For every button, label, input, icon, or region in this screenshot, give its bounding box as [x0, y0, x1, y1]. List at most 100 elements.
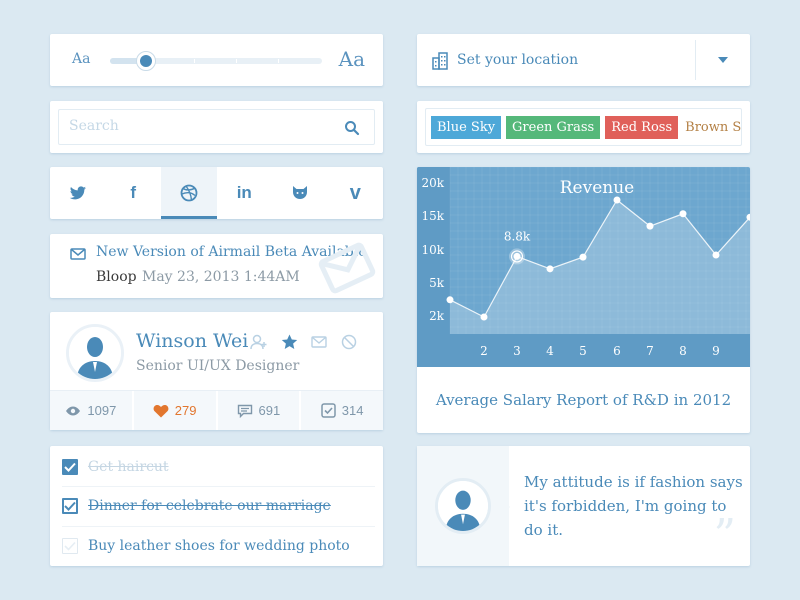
- tag-chip[interactable]: Red Ross: [605, 115, 679, 139]
- x-tick-label: 2: [480, 344, 488, 358]
- data-point: [579, 253, 587, 261]
- block-button[interactable]: [338, 333, 360, 351]
- search-icon[interactable]: [344, 120, 360, 136]
- checkbox-icon: [321, 403, 336, 418]
- social-bar: f in v: [50, 167, 383, 219]
- highlight-ring: [510, 250, 524, 263]
- large-text-label: Aa: [338, 47, 365, 71]
- profile-actions: [248, 333, 360, 351]
- mail-date: May 23, 2013 1:44AM: [142, 269, 300, 285]
- views-count: 1097: [87, 403, 117, 418]
- block-icon: [341, 334, 357, 350]
- dribbble-icon: [180, 184, 198, 202]
- slider-fill: [110, 58, 147, 64]
- tag-chip[interactable]: Blue Sky: [431, 115, 502, 139]
- tag-input-card: Blue Sky Green Grass Red Ross Brown Sh: [417, 101, 750, 153]
- user-silhouette-icon: [438, 481, 488, 531]
- envelope-icon: [311, 336, 327, 348]
- comments-stat[interactable]: 691: [218, 391, 302, 430]
- mail-notification[interactable]: New Version of Airmail Beta Available Bl…: [50, 234, 383, 298]
- x-tick-label: 5: [579, 344, 587, 358]
- data-point: [480, 313, 488, 321]
- checkbox-unchecked[interactable]: [62, 537, 78, 554]
- divider: [695, 40, 696, 80]
- slider-tick: [236, 59, 237, 63]
- data-point: [746, 213, 750, 221]
- tasks-stat[interactable]: 314: [301, 391, 383, 430]
- envelope-icon: [70, 248, 86, 260]
- heart-icon: [153, 404, 169, 417]
- checkmark-icon: [64, 501, 76, 511]
- profile-card: Winson Wei Senior UI/UX Designer: [50, 312, 383, 430]
- vimeo-icon: v: [349, 181, 361, 204]
- tag-chip[interactable]: Green Grass: [506, 115, 601, 139]
- location-select[interactable]: Set your location: [417, 34, 750, 86]
- eye-icon: [66, 406, 81, 415]
- profile-name: Winson Wei: [136, 330, 249, 352]
- linkedin-icon: in: [236, 183, 252, 202]
- checkbox-checked[interactable]: [62, 497, 78, 514]
- todo-item[interactable]: Get haircut: [62, 448, 375, 486]
- quote-text: My attitude is if fashion says it's forb…: [524, 473, 743, 539]
- comments-count: 691: [258, 403, 281, 418]
- likes-stat[interactable]: 279: [134, 391, 218, 430]
- data-point: [679, 210, 687, 218]
- slider-thumb[interactable]: [136, 51, 157, 71]
- tag-typing-text[interactable]: Brown Sh: [683, 120, 741, 135]
- favorite-button[interactable]: [278, 333, 300, 351]
- linkedin-button[interactable]: in: [217, 167, 273, 219]
- x-tick-label: 9: [712, 344, 720, 358]
- revenue-line: [449, 199, 750, 318]
- revenue-chart-card: 8.8k Revenue 20k 15k 10k 5k 2k 2 3 4 5 6 7 8 9 Average…: [417, 167, 750, 433]
- todo-item[interactable]: Buy leather shoes for wedding photo: [62, 526, 375, 564]
- envelope-watermark-icon: [318, 242, 376, 294]
- twitter-button[interactable]: [50, 167, 106, 219]
- revenue-area: [450, 200, 750, 334]
- mail-sender: Bloop: [96, 269, 137, 285]
- add-user-icon: [250, 334, 267, 350]
- checkbox-checked[interactable]: [62, 459, 78, 475]
- todo-item[interactable]: Dinner for celebrate our marriage: [62, 486, 375, 524]
- font-size-slider-card: Aa Aa: [50, 34, 383, 86]
- y-tick-label: 5k: [429, 276, 445, 290]
- x-tick-label: 8: [679, 344, 687, 358]
- quote-pointer: [505, 502, 510, 512]
- chart-caption: Average Salary Report of R&D in 2012: [435, 391, 732, 409]
- search-input[interactable]: [69, 118, 319, 134]
- slider-tick: [278, 59, 279, 63]
- y-axis-background: [417, 167, 450, 367]
- avatar[interactable]: [66, 324, 124, 382]
- y-tick-label: 2k: [429, 309, 445, 323]
- chart-title: Revenue: [560, 178, 634, 198]
- search-box: [58, 109, 375, 145]
- github-icon: [292, 186, 307, 199]
- twitter-icon: [69, 186, 86, 200]
- chevron-down-icon[interactable]: [718, 57, 728, 63]
- facebook-button[interactable]: f: [106, 167, 162, 219]
- add-friend-button[interactable]: [248, 333, 270, 351]
- font-size-slider[interactable]: [110, 51, 322, 71]
- dribbble-button[interactable]: [161, 167, 217, 219]
- data-point: [546, 265, 554, 273]
- x-axis-background: [417, 334, 750, 367]
- views-stat[interactable]: 1097: [50, 391, 134, 430]
- quote-card: My attitude is if fashion says it's forb…: [417, 446, 750, 566]
- todo-text: Get haircut: [88, 459, 169, 475]
- vimeo-button[interactable]: v: [328, 167, 384, 219]
- tasks-count: 314: [341, 403, 364, 418]
- data-point: [513, 252, 521, 260]
- data-point: [712, 251, 720, 259]
- github-button[interactable]: [272, 167, 328, 219]
- checkmark-icon: [64, 541, 76, 551]
- tag-input[interactable]: Blue Sky Green Grass Red Ross Brown Sh: [425, 108, 742, 146]
- highlight-label: 8.8k: [504, 229, 531, 243]
- data-point: [646, 222, 654, 230]
- avatar[interactable]: [435, 478, 491, 534]
- search-card: [50, 101, 383, 153]
- message-button[interactable]: [308, 333, 330, 351]
- user-silhouette-icon: [69, 327, 121, 379]
- facebook-icon: f: [130, 183, 137, 202]
- likes-count: 279: [174, 403, 197, 418]
- data-point: [613, 196, 621, 204]
- comment-icon: [237, 404, 252, 418]
